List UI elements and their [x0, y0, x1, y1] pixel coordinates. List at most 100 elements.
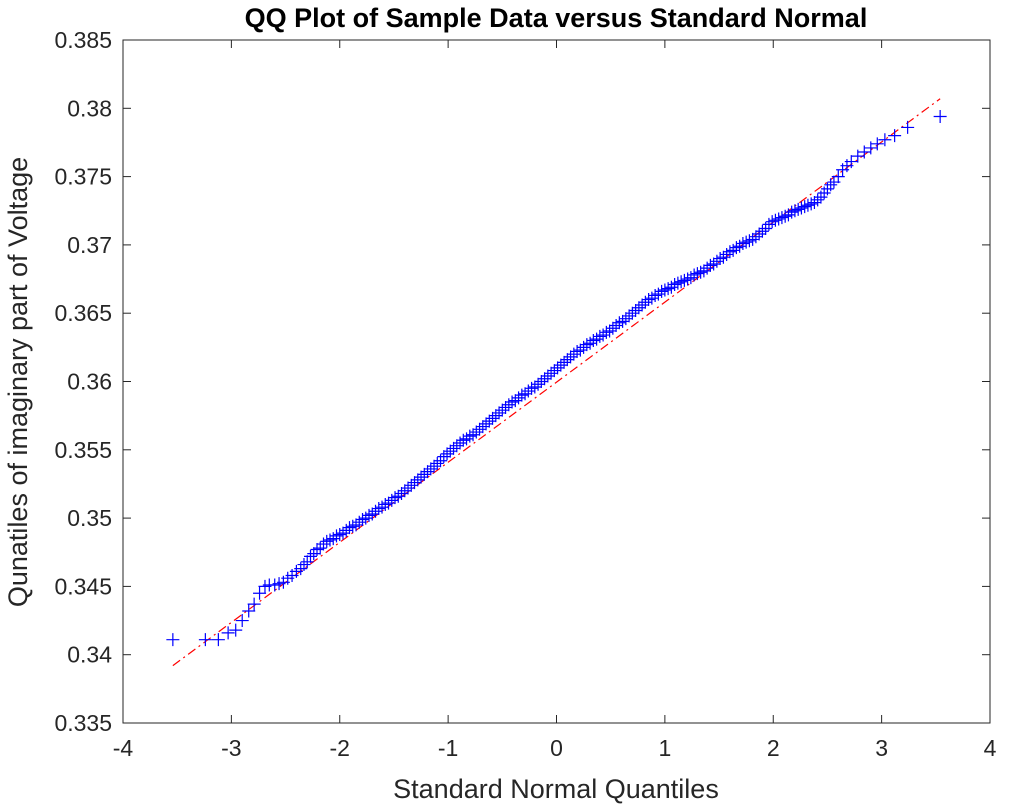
- data-point: [700, 261, 714, 275]
- data-point: [785, 205, 799, 219]
- data-point: [710, 254, 724, 268]
- data-point: [508, 394, 522, 408]
- data-point: [768, 213, 782, 227]
- x-tick-label: 1: [658, 735, 671, 761]
- data-point: [476, 420, 490, 434]
- data-point: [844, 155, 858, 169]
- y-tick-label: 0.385: [54, 27, 112, 53]
- data-point: [333, 527, 347, 541]
- data-point: [391, 489, 405, 503]
- data-point: [625, 306, 639, 320]
- data-point: [677, 273, 691, 287]
- data-point: [450, 439, 464, 453]
- data-point: [564, 350, 578, 364]
- data-point: [791, 202, 805, 216]
- x-tick-label: -1: [438, 735, 458, 761]
- data-point: [521, 384, 535, 398]
- data-point: [326, 532, 340, 546]
- data-point: [687, 268, 701, 282]
- data-point: [486, 411, 500, 425]
- data-point: [671, 276, 685, 290]
- data-point: [888, 129, 902, 143]
- data-point: [577, 340, 591, 354]
- data-point: [372, 502, 386, 516]
- data-point: [697, 264, 711, 278]
- data-point: [746, 232, 760, 246]
- data-point: [512, 391, 526, 405]
- data-point: [703, 258, 717, 272]
- data-point: [681, 272, 695, 286]
- data-point: [739, 235, 753, 249]
- data-point: [303, 549, 317, 563]
- data-point: [473, 422, 487, 436]
- data-point: [567, 347, 581, 361]
- data-point: [720, 247, 734, 261]
- data-point: [551, 361, 565, 375]
- data-point: [538, 372, 552, 386]
- x-tick-label: 2: [767, 735, 780, 761]
- data-point: [804, 197, 818, 211]
- data-point: [547, 364, 561, 378]
- data-point: [762, 217, 776, 231]
- data-point: [492, 406, 506, 420]
- data-point: [749, 230, 763, 244]
- data-point: [742, 234, 756, 248]
- data-point: [398, 484, 412, 498]
- data-point: [612, 316, 626, 330]
- y-tick-label: 0.37: [67, 232, 112, 258]
- data-point: [300, 555, 314, 569]
- data-point: [775, 211, 789, 225]
- y-tick-label: 0.35: [67, 505, 112, 531]
- data-point: [781, 208, 795, 222]
- data-point: [593, 329, 607, 343]
- data-point: [726, 243, 740, 257]
- data-point: [253, 586, 267, 600]
- data-point: [365, 507, 379, 521]
- data-point: [343, 521, 357, 535]
- data-point: [417, 467, 431, 481]
- data-point: [424, 462, 438, 476]
- y-tick-label: 0.375: [54, 164, 112, 190]
- data-point: [661, 282, 675, 296]
- data-point: [901, 120, 915, 134]
- data-point: [421, 465, 435, 479]
- data-point: [596, 328, 610, 342]
- data-point: [349, 518, 363, 532]
- x-tick-label: 4: [984, 735, 997, 761]
- data-point: [590, 332, 604, 346]
- data-point: [482, 414, 496, 428]
- data-point: [479, 417, 493, 431]
- data-point: [499, 400, 513, 414]
- data-point: [857, 145, 871, 159]
- data-point: [801, 198, 815, 212]
- y-axis-label: Qunatiles of imaginary part of Voltage: [3, 157, 33, 607]
- data-point: [356, 512, 370, 526]
- data-point: [606, 321, 620, 335]
- data-point: [339, 523, 353, 537]
- y-tick-label: 0.345: [54, 573, 112, 599]
- data-point: [401, 481, 415, 495]
- data-point: [729, 241, 743, 255]
- data-point: [658, 283, 672, 297]
- data-point: [211, 633, 225, 647]
- data-point: [733, 239, 747, 253]
- x-axis-label: Standard Normal Quantiles: [393, 774, 719, 804]
- data-point: [557, 355, 571, 369]
- y-tick-label: 0.34: [67, 642, 112, 668]
- data-point: [525, 381, 539, 395]
- data-point: [694, 265, 708, 279]
- x-tick-label: 0: [550, 735, 563, 761]
- data-point: [297, 558, 311, 572]
- data-point: [645, 291, 659, 305]
- data-point: [505, 395, 519, 409]
- data-point: [580, 338, 594, 352]
- data-point: [635, 298, 649, 312]
- data-point: [414, 470, 428, 484]
- data-point: [346, 519, 360, 533]
- data-point: [395, 487, 409, 501]
- data-point: [518, 387, 532, 401]
- data-point: [352, 515, 366, 529]
- data-point: [198, 633, 212, 647]
- data-point: [798, 200, 812, 214]
- data-point: [447, 441, 461, 455]
